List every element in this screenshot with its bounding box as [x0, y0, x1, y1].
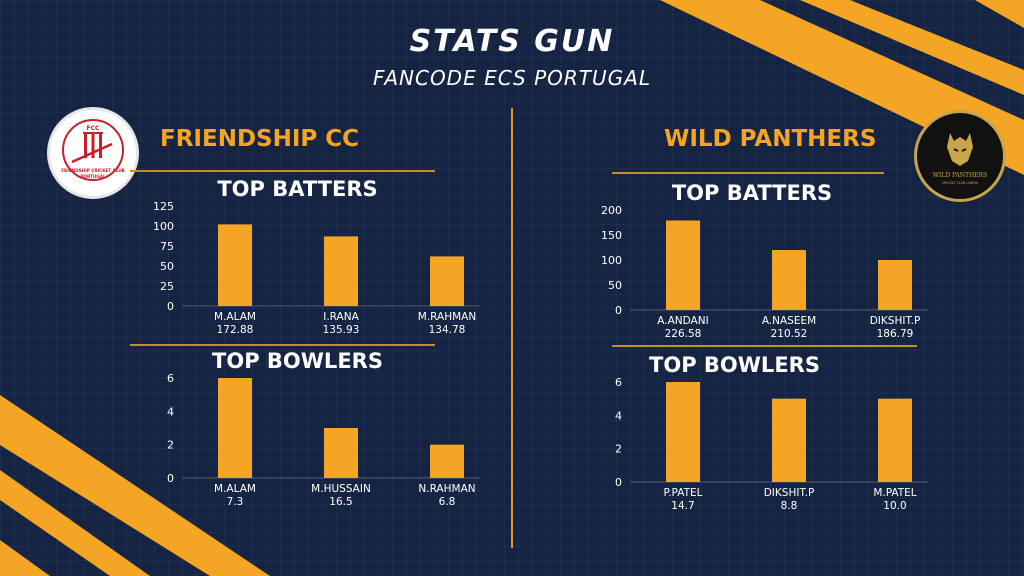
y-tick-label: 6 [167, 372, 174, 385]
x-tick-sublabel: 10.0 [883, 500, 906, 512]
y-tick-label: 125 [153, 200, 174, 213]
x-tick-sublabel: 16.5 [329, 496, 352, 508]
x-tick-sublabel: 14.7 [671, 500, 694, 512]
y-tick-label: 0 [615, 304, 622, 317]
page-title: STATS GUN [409, 24, 615, 59]
x-tick-sublabel: 8.8 [781, 500, 798, 512]
x-tick-sublabel: 172.88 [217, 324, 254, 336]
bar [218, 224, 252, 306]
y-tick-label: 100 [153, 220, 174, 233]
team-name-right: WILD PANTHERS [664, 126, 877, 152]
right-bowlers-title: TOP BOWLERS [649, 353, 820, 377]
x-tick-label: A.NASEEM [762, 315, 816, 327]
bar [218, 378, 252, 478]
team-right-rule-mid [612, 345, 917, 347]
x-tick-sublabel: 6.8 [439, 496, 456, 508]
svg-text:FCC: FCC [87, 125, 101, 132]
x-tick-label: P.PATEL [664, 487, 703, 499]
x-tick-label: M.PATEL [873, 487, 916, 499]
team-left-rule-top [130, 170, 435, 172]
x-tick-label: DIKSHIT.P [764, 487, 815, 499]
svg-text:PORTUGAL: PORTUGAL [80, 174, 106, 179]
svg-text:CRICKET CLUB LISBON: CRICKET CLUB LISBON [942, 181, 978, 185]
x-tick-label: A.ANDANI [657, 315, 708, 327]
wild-panthers-logo: WILD PANTHERS CRICKET CLUB LISBON [914, 110, 1006, 202]
bar [324, 236, 358, 306]
x-tick-label: I.RANA [323, 311, 359, 323]
bar [666, 220, 700, 310]
x-tick-sublabel: 7.3 [227, 496, 244, 508]
bar [666, 382, 700, 482]
left-batters-title: TOP BATTERS [217, 177, 378, 201]
x-tick-sublabel: 226.58 [665, 328, 702, 340]
friendship-cc-logo: FCC FRIENDSHIP CRICKET CLUB PORTUGAL [47, 107, 139, 199]
bar [430, 256, 464, 306]
team-name-left: FRIENDSHIP CC [160, 126, 360, 152]
y-tick-label: 150 [601, 229, 622, 242]
x-tick-label: M.HUSSAIN [311, 483, 371, 495]
x-tick-sublabel: 210.52 [771, 328, 808, 340]
y-tick-label: 75 [160, 240, 174, 253]
cricket-stumps-icon: FCC FRIENDSHIP CRICKET CLUB PORTUGAL [61, 119, 125, 181]
y-tick-label: 25 [160, 280, 174, 293]
stripe-bottom-left-3 [0, 540, 50, 576]
y-tick-label: 0 [615, 476, 622, 489]
y-tick-label: 6 [615, 376, 622, 389]
x-tick-label: N.RAHMAN [418, 483, 475, 495]
x-tick-label: M.ALAM [214, 483, 256, 495]
panther-head-icon: WILD PANTHERS CRICKET CLUB LISBON [933, 133, 988, 185]
x-tick-sublabel: 186.79 [877, 328, 914, 340]
team-right-rule-top [612, 172, 884, 174]
y-tick-label: 50 [160, 260, 174, 273]
y-tick-label: 50 [608, 279, 622, 292]
y-tick-label: 0 [167, 300, 174, 313]
bar [878, 260, 912, 310]
y-tick-label: 200 [601, 204, 622, 217]
y-tick-label: 2 [615, 443, 622, 456]
x-tick-sublabel: 135.93 [323, 324, 360, 336]
svg-text:FRIENDSHIP CRICKET CLUB: FRIENDSHIP CRICKET CLUB [61, 168, 125, 173]
y-tick-label: 4 [615, 409, 622, 422]
x-tick-sublabel: 134.78 [429, 324, 466, 336]
bar [878, 398, 912, 482]
right-batters-title: TOP BATTERS [671, 181, 833, 205]
stripe-top-right-3 [975, 0, 1024, 28]
y-tick-label: 4 [167, 405, 174, 418]
bar [772, 250, 806, 310]
page-subtitle: FANCODE ECS PORTUGAL [373, 66, 651, 90]
bar [430, 444, 464, 478]
stripe-bottom-left-1 [0, 395, 270, 576]
x-tick-label: M.RAHMAN [418, 311, 476, 323]
x-tick-label: M.ALAM [214, 311, 256, 323]
x-tick-label: DIKSHIT.P [870, 315, 921, 327]
center-divider [511, 108, 513, 548]
y-tick-label: 100 [601, 254, 622, 267]
y-tick-label: 2 [167, 439, 174, 452]
bar [324, 428, 358, 478]
svg-text:WILD PANTHERS: WILD PANTHERS [933, 172, 988, 179]
y-tick-label: 0 [167, 472, 174, 485]
stripe-top-right-2 [800, 0, 1024, 95]
stripe-bottom-left-2 [0, 470, 150, 576]
left-bowlers-title: TOP BOWLERS [212, 349, 383, 373]
bar [772, 398, 806, 482]
team-left-rule-mid [130, 344, 435, 346]
